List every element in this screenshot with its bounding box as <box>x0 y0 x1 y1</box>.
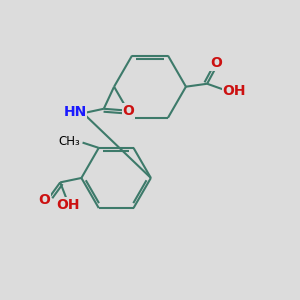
Text: OH: OH <box>223 84 246 98</box>
Text: O: O <box>39 193 50 207</box>
Text: O: O <box>210 56 222 70</box>
Text: HN: HN <box>63 105 86 119</box>
Text: OH: OH <box>56 198 79 212</box>
Text: O: O <box>122 104 134 118</box>
Text: CH₃: CH₃ <box>58 135 80 148</box>
